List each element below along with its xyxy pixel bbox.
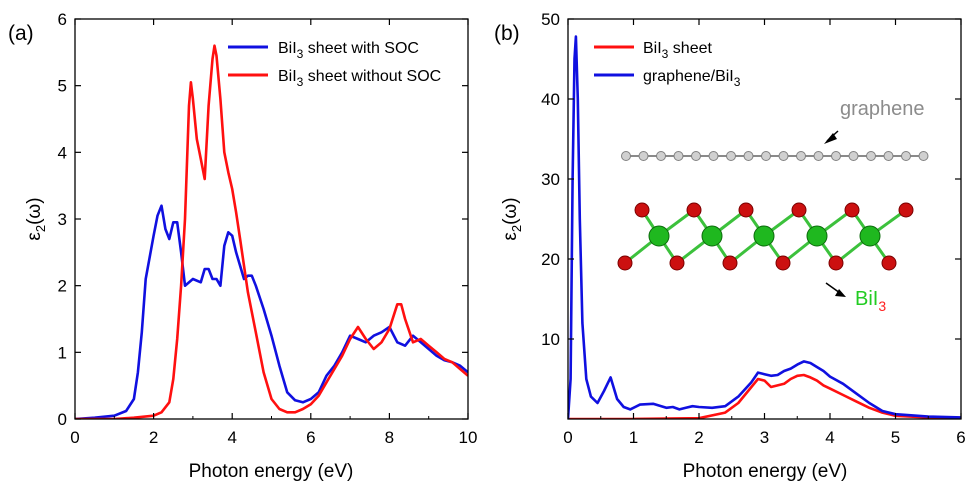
x-tick-label: 2: [694, 428, 703, 447]
graphene-atom: [918, 151, 929, 161]
iodine-atom: [828, 255, 844, 271]
graphene-atom: [796, 151, 806, 161]
graphene-atom: [848, 151, 859, 161]
panel-b-ylabel: ε2(ω): [500, 197, 524, 240]
y-tick-label: 5: [58, 77, 67, 96]
graphene-atom: [621, 151, 631, 161]
y-tick-label: 50: [541, 10, 560, 29]
bii3-annotation: BiI3: [855, 288, 886, 314]
x-tick-label: 10: [459, 428, 478, 447]
x-tick-label: 0: [563, 428, 572, 447]
iodine-atom: [686, 202, 702, 218]
graphene-structure-inset: graphene: [621, 98, 929, 161]
graphene-atom: [656, 151, 666, 161]
graphene-annotation: graphene: [840, 98, 925, 120]
bismuth-atom: [701, 225, 723, 247]
legend-b-label-2: graphene/BiI3: [643, 68, 741, 89]
iodine-atom: [775, 255, 791, 271]
y-tick-label: 2: [58, 277, 67, 296]
x-tick-label: 2: [149, 428, 158, 447]
x-tick-label: 8: [385, 428, 394, 447]
panel-b-xlabel: Photon energy (eV): [683, 461, 848, 482]
x-tick-label: 6: [956, 428, 965, 447]
graphene-atom: [691, 151, 701, 161]
y-tick-label: 40: [541, 90, 560, 109]
y-tick-label: 1: [58, 343, 67, 362]
y-tick-label: 6: [58, 10, 67, 29]
x-tick-label: 4: [825, 428, 834, 447]
graphene-atom: [708, 151, 719, 161]
bismuth-atom: [648, 225, 670, 247]
panel-b-plot-area: [568, 35, 961, 419]
y-tick-label: 30: [541, 170, 560, 189]
iodine-atom: [722, 255, 738, 271]
graphene-atom: [866, 151, 876, 161]
graphene-atom: [743, 151, 754, 161]
x-tick-label: 5: [891, 428, 900, 447]
graphene-atoms: [621, 151, 929, 161]
panel-a-ticks: 0 2 4 6 8 10 0 1 2 3 4 5 6: [58, 10, 478, 447]
graphene-atom: [673, 151, 684, 161]
legend-a-label-1: BiI3 sheet with SOC: [278, 40, 419, 61]
bismuth-atom: [859, 225, 881, 247]
graphene-atom: [901, 151, 911, 161]
panel-a-plot-area: [75, 44, 468, 419]
bismuth-atom: [806, 225, 828, 247]
graphene-atom: [761, 151, 771, 161]
x-tick-label: 1: [629, 428, 638, 447]
y-tick-label: 3: [58, 210, 67, 229]
panel-a-ylabel: ε2(ω): [24, 197, 48, 240]
bismuth-atom: [753, 225, 775, 247]
graphene-atom: [778, 151, 789, 161]
x-tick-label: 3: [760, 428, 769, 447]
iodine-atom: [791, 202, 807, 218]
bii3-atoms: [617, 202, 914, 271]
panel-b-label: (b): [494, 22, 520, 45]
iodine-atom: [634, 202, 650, 218]
y-tick-label: 4: [58, 143, 67, 162]
legend-b-label-1: BiI3 sheet: [643, 40, 713, 61]
panel-a-xlabel: Photon energy (eV): [189, 461, 354, 482]
x-tick-label: 6: [306, 428, 315, 447]
graphene-arrow-head: [824, 133, 837, 144]
iodine-atom: [738, 202, 754, 218]
panel-b-legend: BiI3 sheet graphene/BiI3: [594, 40, 741, 89]
panel-b-ticks: 0 1 2 3 4 5 6 10 20 30 40 50: [541, 10, 966, 447]
graphene-atom: [831, 151, 841, 161]
bii3-structure-inset: BiI3: [617, 202, 914, 314]
panel-a-label: (a): [8, 22, 34, 45]
iodine-atom: [669, 255, 685, 271]
graphene-atom: [813, 151, 824, 161]
iodine-atom: [881, 255, 897, 271]
graphene-atom: [883, 151, 894, 161]
panel-b-frame: [567, 18, 962, 420]
iodine-atom: [898, 202, 914, 218]
panel-a: (a) 0 2 4 6 8 10 0 1 2 3 4 5 6 Photon energy (eV) ε2…: [8, 10, 477, 482]
series-line-b-1: [568, 373, 961, 419]
x-tick-label: 4: [227, 428, 236, 447]
panel-b: (b) 0 1 2 3 4 5 6 10 20 30 40 50 Photon energy (eV)…: [494, 10, 966, 482]
graphene-atom: [726, 151, 736, 161]
legend-a-label-2: BiI3 sheet without SOC: [278, 68, 441, 89]
series-line-b-2: [568, 35, 961, 419]
series-line-a-2: [75, 44, 468, 419]
y-tick-label: 0: [58, 410, 67, 429]
iodine-atom: [617, 255, 633, 271]
iodine-atom: [844, 202, 860, 218]
x-tick-label: 0: [70, 428, 79, 447]
panel-a-legend: BiI3 sheet with SOC BiI3 sheet without S…: [228, 40, 441, 89]
graphene-atom: [638, 151, 649, 161]
bii3-arrow-head: [835, 289, 846, 297]
series-line-a-1: [75, 204, 468, 419]
y-tick-label: 10: [541, 330, 560, 349]
y-tick-label: 20: [541, 250, 560, 269]
